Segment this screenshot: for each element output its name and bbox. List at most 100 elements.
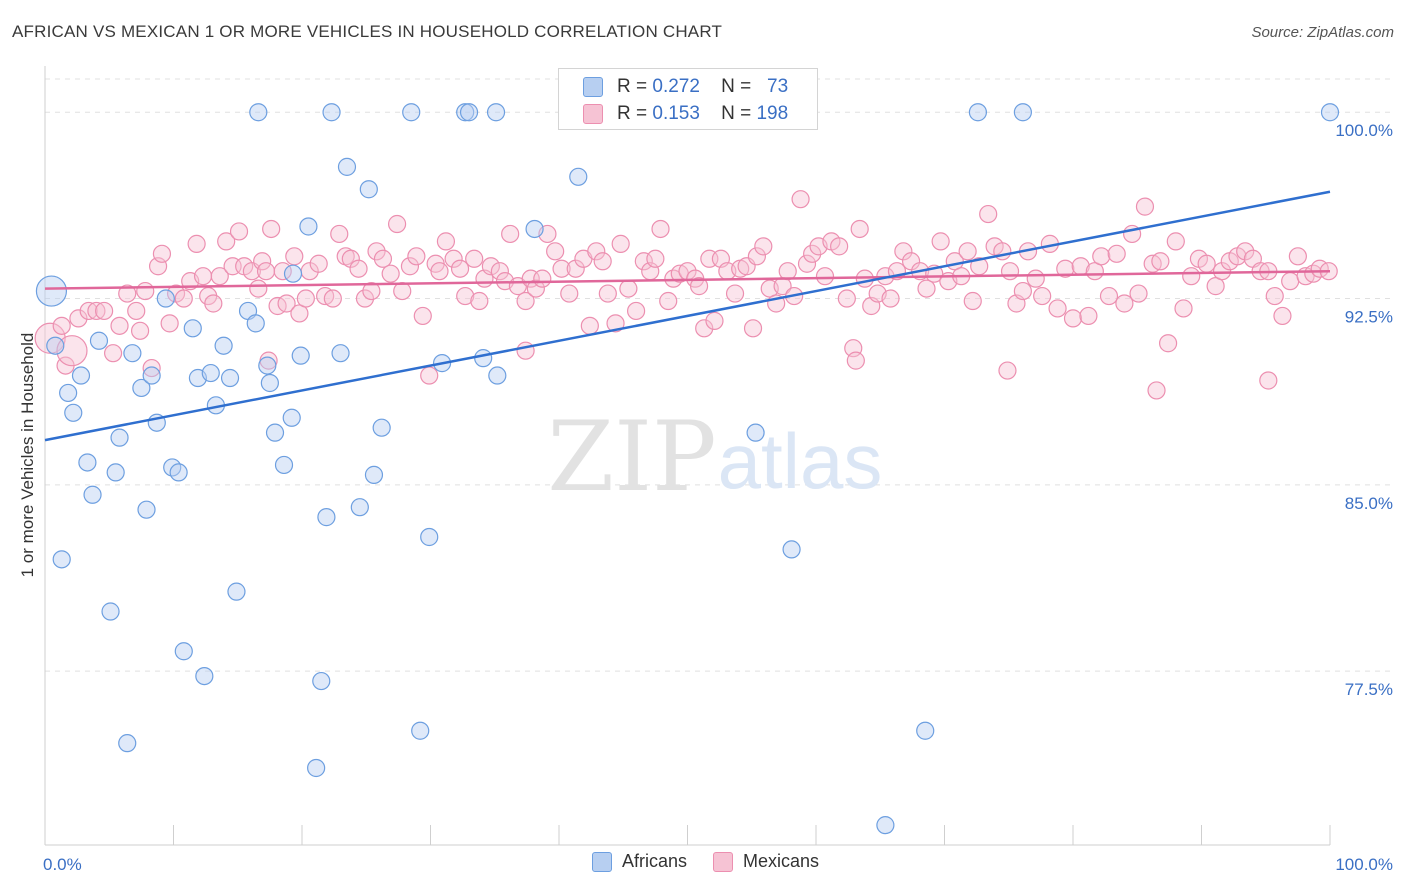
mexicans-point	[95, 301, 114, 321]
mexicans-point	[142, 358, 161, 378]
mexicans-point	[963, 291, 982, 311]
mexicans-point	[778, 262, 797, 281]
africans-point	[916, 721, 935, 740]
mexicans-point	[881, 289, 900, 308]
africans-legend-swatch	[592, 851, 612, 872]
mexicans-point	[110, 316, 129, 335]
mexicans-point	[1182, 267, 1201, 286]
mexicans-point	[118, 284, 137, 303]
mexicans-point	[465, 249, 484, 268]
mexicans-point	[1158, 334, 1178, 353]
africans-point	[83, 485, 102, 504]
mexicans-point	[1056, 259, 1075, 278]
mexicans-point	[695, 319, 714, 338]
mexicans-point	[1107, 244, 1126, 263]
source-label: Source: ZipAtlas.com	[1251, 24, 1394, 41]
mexicans-point	[830, 237, 849, 256]
mexicans-point	[349, 259, 368, 278]
mexicans-point	[309, 254, 328, 273]
mexicans-point	[210, 267, 229, 286]
gridlines	[45, 78, 1395, 672]
stats-legend: R = 0.272 N = 73 R = 0.153 N = 198	[558, 68, 818, 130]
mexicans-point	[815, 267, 835, 286]
mexicans-legend-swatch	[713, 851, 734, 872]
mexicans-point	[1236, 242, 1255, 261]
mexicans-point	[330, 224, 349, 244]
mexicans-point	[79, 301, 98, 321]
mexicans-point	[958, 242, 977, 261]
mexicans-point	[87, 301, 106, 321]
africans-point	[201, 363, 220, 383]
africans-point	[220, 368, 240, 388]
mexicans-point	[277, 294, 296, 313]
y-tick-label: 92.5%	[1345, 308, 1393, 327]
africans-point	[274, 455, 294, 475]
mexicans-point	[1000, 262, 1020, 281]
mexicans-point	[160, 314, 179, 333]
africans-point	[364, 465, 384, 484]
x-tick-label: 0.0%	[43, 855, 82, 874]
mexicans-point	[256, 262, 276, 281]
africans-point	[1013, 103, 1032, 122]
mexicans-point	[1026, 269, 1045, 288]
mexicans-point	[659, 291, 678, 311]
africans-point	[307, 758, 326, 778]
mexicans-point	[803, 244, 822, 263]
mexicans-point	[626, 301, 646, 321]
africans-point	[968, 103, 988, 122]
mexicans-point	[1273, 306, 1292, 326]
mexicans-point	[367, 242, 386, 261]
africans-point	[459, 103, 479, 122]
mexicans-stats-text: R = 0.153 N = 198	[617, 103, 789, 124]
mexicans-point	[127, 301, 146, 321]
legend-item-mexicans[interactable]: Mexicans	[713, 851, 819, 872]
africans-point	[402, 103, 421, 122]
mexicans-point	[894, 242, 913, 261]
africans-point	[299, 217, 318, 236]
x-tick-label: 100.0%	[1335, 855, 1393, 874]
africans-point	[137, 500, 156, 519]
mexicans-trend-line	[44, 269, 1331, 290]
africans-point	[214, 336, 233, 355]
mexicans-point	[1135, 197, 1155, 216]
mexicans-point	[501, 224, 520, 244]
africans-swatch	[583, 77, 603, 97]
mexicans-point	[611, 234, 630, 253]
mexicans-point	[566, 259, 585, 278]
africans-point	[46, 336, 65, 355]
mexicans-point	[1092, 247, 1111, 266]
mexicans-point	[646, 249, 665, 268]
mexicans-swatch	[583, 104, 603, 124]
africans-point	[123, 344, 142, 363]
mexicans-point	[634, 252, 653, 271]
mexicans-point	[560, 284, 579, 303]
mexicans-point	[262, 219, 281, 239]
mexicans-point	[1048, 299, 1067, 318]
africans-point	[456, 103, 475, 122]
legend-item-africans[interactable]: Africans	[592, 851, 687, 872]
mexicans-point	[1115, 294, 1134, 313]
mexicans-point	[1265, 286, 1284, 306]
africans-point	[283, 264, 303, 283]
mexicans-point	[104, 344, 123, 363]
mexicans-point	[552, 259, 571, 278]
mexicans-point	[526, 279, 545, 298]
africans-point	[322, 103, 341, 122]
mexicans-point	[846, 351, 865, 370]
trend-lines	[44, 190, 1331, 442]
africans-points	[35, 103, 1340, 835]
watermark-zip: ZIP	[547, 401, 716, 513]
africans-point	[195, 666, 214, 686]
mexicans-point	[341, 249, 360, 268]
mexicans-point	[193, 267, 213, 286]
mexicans-point	[373, 249, 393, 268]
mexicans-point	[606, 314, 625, 333]
africans-point	[411, 721, 430, 740]
mexicans-point	[1259, 371, 1278, 390]
mexicans-point	[917, 279, 936, 298]
mexicans-point	[450, 259, 470, 278]
mexicans-point	[381, 264, 400, 283]
africans-point	[1320, 103, 1340, 122]
mexicans-point	[1129, 284, 1148, 303]
africans-point	[118, 734, 137, 753]
